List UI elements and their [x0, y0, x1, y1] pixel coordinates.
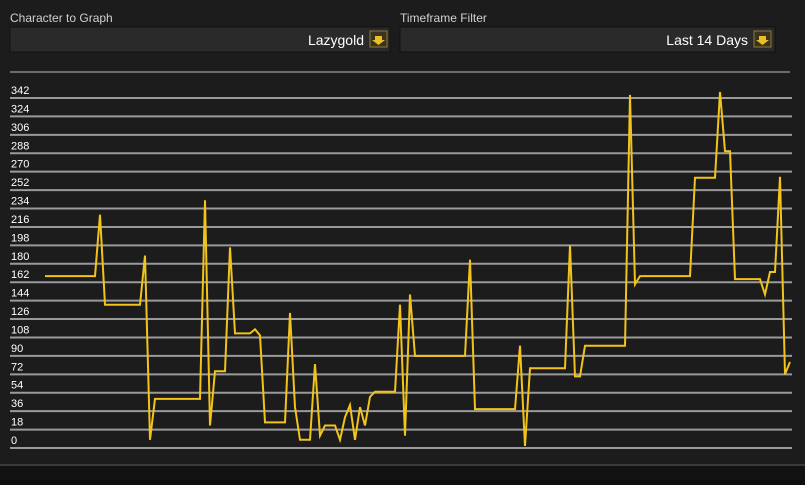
y-tick-label: 252 [11, 177, 29, 189]
y-tick-label: 306 [11, 122, 29, 134]
data-line [45, 91, 791, 447]
y-tick-label: 90 [11, 343, 23, 355]
y-tick-label: 0 [11, 435, 17, 447]
dropdown-value: Lazygold [308, 32, 364, 48]
y-tick-label: 144 [11, 288, 29, 300]
y-tick-label: 216 [11, 214, 29, 226]
dropdown-value: Last 14 Days [666, 32, 748, 48]
y-tick-label: 18 [11, 417, 23, 429]
y-tick-label: 342 [11, 85, 29, 97]
y-tick-label: 234 [11, 196, 29, 208]
dropdown[interactable] [9, 26, 391, 53]
y-tick-label: 108 [11, 324, 29, 336]
y-tick-label: 126 [11, 306, 29, 318]
dropdown[interactable] [399, 26, 776, 53]
filter-label: Timeframe Filter [400, 11, 487, 25]
dropdown-button[interactable] [753, 30, 772, 48]
y-tick-label: 198 [11, 232, 29, 244]
y-tick-label: 72 [11, 361, 23, 373]
y-tick-label: 36 [11, 398, 23, 410]
y-tick-label: 270 [11, 159, 29, 171]
filter-label: Character to Graph [10, 11, 113, 25]
y-tick-label: 288 [11, 140, 29, 152]
y-tick-label: 162 [11, 269, 29, 281]
plot: 0 18 36 54 72 90 108 126 144 162 180 198 216 234 252 27… [10, 85, 792, 449]
y-tick-label: 324 [11, 103, 29, 115]
dropdown-button[interactable] [369, 30, 388, 48]
y-tick-label: 180 [11, 251, 29, 263]
y-tick-label: 54 [11, 380, 23, 392]
